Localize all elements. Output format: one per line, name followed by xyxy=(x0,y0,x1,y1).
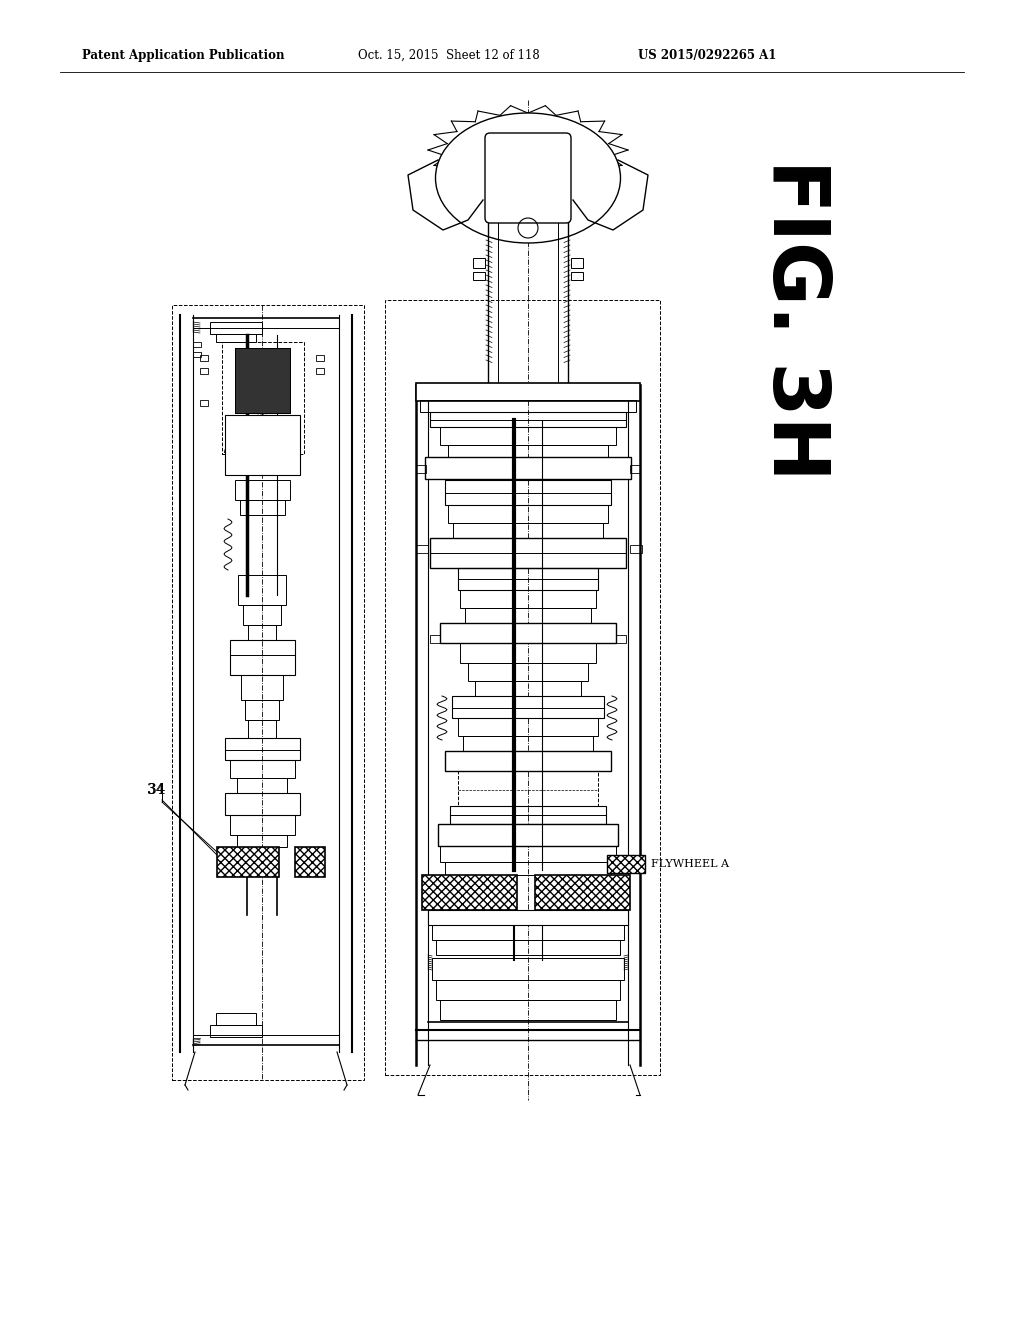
Bar xyxy=(234,480,290,500)
Bar xyxy=(440,846,616,862)
Bar xyxy=(225,414,300,475)
Bar xyxy=(234,348,290,413)
Text: FLYWHEEL A: FLYWHEEL A xyxy=(651,859,729,869)
Bar xyxy=(217,847,279,876)
Bar xyxy=(237,777,287,793)
Bar xyxy=(445,751,611,771)
Bar xyxy=(234,348,290,413)
Bar xyxy=(475,681,581,696)
Bar xyxy=(458,718,598,737)
Bar xyxy=(449,445,608,457)
FancyBboxPatch shape xyxy=(485,133,571,223)
Bar xyxy=(193,342,201,347)
Bar xyxy=(440,426,616,445)
Bar xyxy=(449,506,608,523)
Bar xyxy=(200,355,208,360)
Bar xyxy=(436,940,620,954)
Bar xyxy=(425,457,631,479)
Bar xyxy=(440,623,616,643)
Text: FIG. 3H: FIG. 3H xyxy=(757,160,833,480)
Bar xyxy=(571,257,583,268)
Bar xyxy=(630,545,642,553)
Bar xyxy=(245,700,279,719)
Text: Oct. 15, 2015  Sheet 12 of 118: Oct. 15, 2015 Sheet 12 of 118 xyxy=(358,49,540,62)
Bar xyxy=(416,465,426,473)
Bar xyxy=(428,909,628,925)
Bar xyxy=(450,807,606,824)
Ellipse shape xyxy=(435,114,621,243)
Bar xyxy=(385,300,660,1074)
Bar xyxy=(458,771,598,807)
Bar xyxy=(432,958,624,979)
Bar xyxy=(463,737,593,751)
Bar xyxy=(445,480,611,506)
Bar xyxy=(240,500,285,515)
Bar xyxy=(210,1026,262,1038)
Bar xyxy=(430,539,626,568)
Bar xyxy=(295,847,325,876)
Text: 34: 34 xyxy=(147,783,165,797)
Bar xyxy=(460,590,596,609)
Bar xyxy=(420,400,636,412)
Bar xyxy=(452,696,604,718)
Bar xyxy=(422,875,517,909)
Bar xyxy=(440,1001,616,1020)
Bar xyxy=(430,412,626,426)
Bar xyxy=(222,342,304,454)
Bar xyxy=(465,609,591,623)
Bar xyxy=(216,334,256,342)
Bar xyxy=(248,624,276,640)
Bar xyxy=(216,1012,256,1026)
Text: Patent Application Publication: Patent Application Publication xyxy=(82,49,285,62)
Bar xyxy=(237,836,287,847)
Bar xyxy=(468,663,588,681)
Bar xyxy=(200,368,208,374)
Bar xyxy=(200,400,208,407)
Bar xyxy=(436,979,620,1001)
Bar xyxy=(453,523,603,539)
Bar xyxy=(225,793,300,814)
Bar xyxy=(432,925,624,940)
Bar xyxy=(243,605,281,624)
Bar xyxy=(193,352,201,356)
Bar xyxy=(241,675,283,700)
Bar xyxy=(172,305,364,1080)
Bar xyxy=(210,322,262,334)
Text: US 2015/0292265 A1: US 2015/0292265 A1 xyxy=(638,49,776,62)
Bar xyxy=(416,545,428,553)
Bar xyxy=(535,875,630,909)
Bar xyxy=(416,383,640,401)
Bar xyxy=(630,465,640,473)
Bar xyxy=(445,862,611,875)
Bar xyxy=(438,824,618,846)
Bar xyxy=(316,355,324,360)
Text: 34: 34 xyxy=(148,783,166,797)
Bar xyxy=(616,635,626,643)
Bar xyxy=(230,814,295,836)
Bar xyxy=(460,643,596,663)
Bar xyxy=(473,272,485,280)
Bar xyxy=(571,272,583,280)
Bar xyxy=(238,576,286,605)
Bar xyxy=(607,855,645,873)
Bar xyxy=(316,368,324,374)
Bar xyxy=(230,760,295,777)
Bar xyxy=(473,257,485,268)
Bar xyxy=(230,640,295,675)
Bar xyxy=(430,635,440,643)
Bar xyxy=(248,719,276,738)
Bar xyxy=(458,568,598,590)
Bar xyxy=(225,738,300,760)
